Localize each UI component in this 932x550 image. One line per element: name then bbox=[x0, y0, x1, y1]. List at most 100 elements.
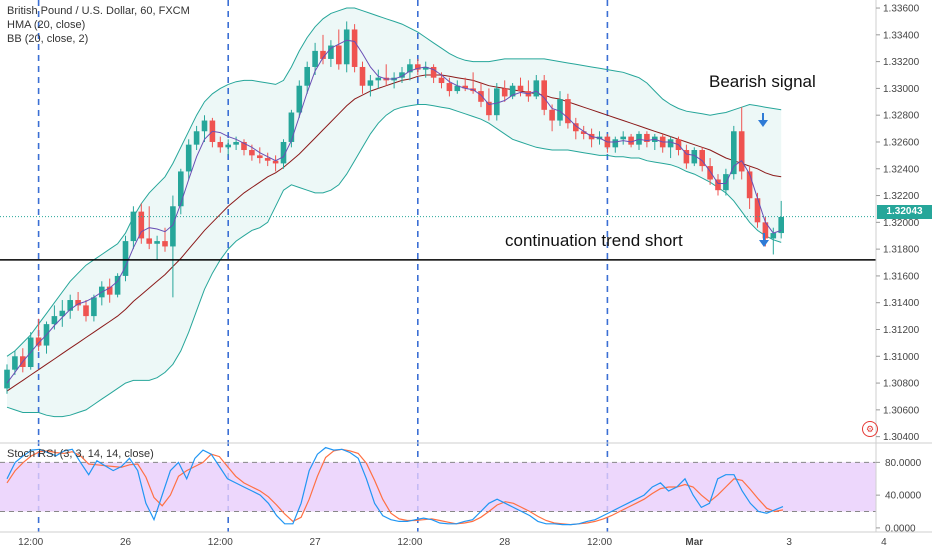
candle-body-96 bbox=[762, 222, 769, 239]
candle-body-18 bbox=[146, 238, 152, 244]
legend-stoch: Stoch RSI (3, 3, 14, 14, close) bbox=[7, 448, 154, 460]
candle-body-31 bbox=[249, 150, 255, 156]
candle-body-60 bbox=[478, 91, 484, 102]
candle-body-57 bbox=[454, 85, 461, 92]
candle-body-45 bbox=[359, 66, 366, 86]
y-tick-label: 1.33400 bbox=[883, 30, 920, 41]
x-tick-label: 27 bbox=[310, 537, 322, 548]
bearish-arrow-icon-head bbox=[758, 120, 768, 127]
stoch-tick-label: 0.0000 bbox=[885, 523, 916, 534]
candle-body-50 bbox=[399, 72, 405, 78]
candle-body-56 bbox=[446, 83, 453, 92]
y-tick-label: 1.32400 bbox=[883, 164, 920, 175]
candle-body-30 bbox=[241, 141, 247, 151]
stoch-band-fill bbox=[0, 462, 876, 512]
x-tick-label: 12:00 bbox=[18, 537, 43, 548]
candle-body-1 bbox=[12, 356, 18, 370]
candle-body-92 bbox=[731, 131, 737, 175]
candle-body-23 bbox=[185, 144, 192, 172]
candle-body-86 bbox=[683, 150, 690, 164]
candle-body-0 bbox=[4, 369, 10, 389]
y-tick-label: 1.31800 bbox=[883, 245, 920, 256]
candle-body-43 bbox=[343, 29, 350, 65]
x-tick-label: Mar bbox=[685, 537, 703, 548]
candle-body-35 bbox=[280, 141, 287, 164]
candle-body-55 bbox=[438, 77, 445, 84]
candle-body-69 bbox=[549, 109, 555, 121]
candle-body-52 bbox=[415, 64, 421, 70]
y-tick-label: 1.33200 bbox=[883, 57, 920, 68]
candle-body-87 bbox=[691, 150, 698, 164]
candle-body-27 bbox=[217, 141, 224, 148]
candle-body-41 bbox=[328, 45, 334, 59]
candle-body-25 bbox=[201, 120, 208, 132]
candle-body-71 bbox=[565, 99, 571, 124]
hma-line bbox=[6, 39, 782, 384]
candle-body-91 bbox=[723, 174, 729, 191]
candle-body-6 bbox=[51, 316, 58, 325]
candle-body-40 bbox=[320, 50, 326, 59]
candle-body-51 bbox=[407, 64, 413, 73]
candle-body-39 bbox=[312, 50, 318, 67]
legend-main-title: British Pound / U.S. Dollar, 60, FXCM bbox=[7, 5, 190, 17]
candle-body-14 bbox=[114, 275, 121, 295]
y-tick-label: 1.32800 bbox=[883, 111, 920, 122]
candle-body-10 bbox=[83, 305, 89, 317]
y-tick-label: 1.30400 bbox=[883, 432, 920, 443]
y-tick-label: 1.33600 bbox=[883, 4, 920, 15]
candle-body-19 bbox=[154, 241, 160, 244]
candle-body-32 bbox=[257, 155, 263, 159]
y-tick-label: 1.32200 bbox=[883, 191, 920, 202]
chart-legend: British Pound / U.S. Dollar, 60, FXCM HM… bbox=[7, 4, 190, 46]
candle-body-38 bbox=[304, 66, 310, 86]
candle-body-89 bbox=[707, 166, 713, 180]
candle-body-15 bbox=[122, 241, 129, 276]
x-tick-label: 12:00 bbox=[208, 537, 233, 548]
candle-body-33 bbox=[264, 158, 271, 161]
y-tick-label: 1.32000 bbox=[883, 218, 920, 229]
candle-body-16 bbox=[130, 211, 137, 242]
candle-body-95 bbox=[754, 198, 761, 223]
candle-body-98 bbox=[778, 216, 784, 234]
continuation-label: continuation trend short bbox=[505, 231, 683, 250]
candle-body-4 bbox=[35, 337, 42, 346]
candle-body-63 bbox=[501, 88, 508, 97]
candle-body-70 bbox=[557, 99, 563, 121]
y-tick-label: 1.30600 bbox=[883, 405, 920, 416]
candle-body-67 bbox=[533, 80, 540, 97]
candle-body-17 bbox=[138, 211, 145, 239]
x-tick-label: 4 bbox=[881, 537, 887, 548]
candle-body-77 bbox=[612, 139, 619, 148]
gear-icon[interactable]: ⚙ bbox=[862, 421, 878, 437]
candle-body-36 bbox=[288, 112, 295, 142]
candle-body-28 bbox=[225, 144, 231, 148]
candle-body-24 bbox=[193, 131, 200, 145]
candle-body-47 bbox=[375, 77, 382, 81]
candle-body-54 bbox=[430, 66, 437, 78]
y-tick-label: 1.31000 bbox=[883, 352, 920, 363]
continuation-arrow-icon-head bbox=[759, 240, 769, 247]
candle-body-42 bbox=[336, 45, 342, 65]
stoch-tick-label: 40.0000 bbox=[885, 491, 922, 502]
bb-lower-line bbox=[6, 104, 782, 418]
candle-body-53 bbox=[422, 66, 429, 70]
candle-body-90 bbox=[715, 179, 721, 191]
candle-body-9 bbox=[75, 300, 81, 306]
legend-bb: BB (20, close, 2) bbox=[7, 33, 89, 45]
y-tick-label: 1.31400 bbox=[883, 298, 920, 309]
candle-body-34 bbox=[272, 160, 279, 164]
candle-body-73 bbox=[580, 131, 587, 134]
candle-body-79 bbox=[628, 136, 634, 145]
x-tick-label: 3 bbox=[786, 537, 792, 548]
last-price-tag: 1.32043 bbox=[877, 205, 932, 219]
candle-body-62 bbox=[494, 88, 500, 116]
candle-body-8 bbox=[67, 300, 73, 311]
candle-body-94 bbox=[746, 171, 753, 199]
candle-body-22 bbox=[178, 171, 184, 207]
stoch-tick-label: 80.0000 bbox=[885, 458, 922, 469]
legend-hma: HMA (20, close) bbox=[7, 19, 86, 31]
bearish-signal-label: Bearish signal bbox=[709, 72, 816, 91]
candle-body-64 bbox=[509, 85, 516, 97]
